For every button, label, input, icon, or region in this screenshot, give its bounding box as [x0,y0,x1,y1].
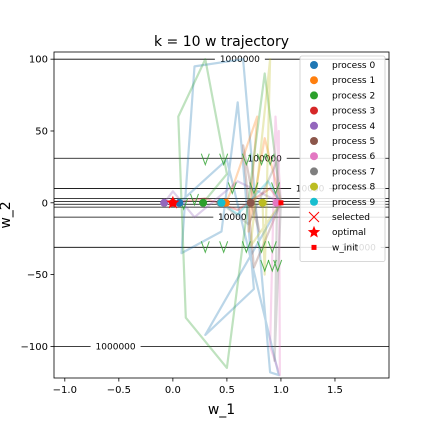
legend-label-6: process 6 [332,152,375,162]
trajectory-line-process-2 [177,58,282,369]
legend-marker-3 [310,106,318,115]
x-tick-label-0: −1.0 [53,385,77,396]
selected-marker-11 [249,182,259,195]
y-axis-title: w_2 [0,201,14,228]
x-tick-label-3: 0.5 [219,385,235,396]
legend-label-1: process 1 [332,76,375,86]
legend-label-5: process 5 [332,137,375,147]
legend-label-7: process 7 [332,167,375,177]
y-tick-label-1: −50 [27,270,48,281]
legend-marker-7 [310,167,318,176]
legend-label-3: process 3 [332,107,375,117]
legend: process 0 process 1 process 2 process 3 proc… [299,55,386,263]
start-point-process-4 [160,198,169,207]
selected-marker-8 [257,241,266,254]
legend-marker-1 [310,76,318,85]
legend-box [299,55,386,263]
x-axis: −1.0 −0.5 0.0 0.5 1.0 1.5 [53,378,343,396]
legend-label-10: selected [332,213,370,223]
selected-marker-0 [200,153,210,167]
selected-marker-6 [219,241,229,254]
start-point-process-5 [246,198,255,207]
contour-label-1: 100000 [248,154,283,164]
legend-marker-6 [310,152,318,161]
legend-marker-5 [310,137,318,145]
start-point-process-8 [258,198,267,207]
selected-marker-10 [271,182,281,195]
selected-marker-12 [227,182,237,195]
legend-marker-11 [307,225,321,238]
legend-marker-12 [311,244,317,250]
y-tick-label-3: 50 [35,126,48,137]
optimal-marker [166,195,180,209]
contour-label-7: 10000 [218,213,247,223]
legend-marker-8 [310,182,318,191]
w-init-marker [278,200,284,206]
legend-label-12: w_init [332,243,359,253]
legend-marker-10 [308,211,320,223]
legend-label-11: optimal [332,228,366,238]
y-tick-label-4: 100 [29,55,48,66]
selected-marker-9 [267,241,277,254]
selected-marker-1 [219,153,229,167]
trajectory-line-process-7 [219,158,282,362]
selected-marker-2 [241,153,251,167]
trajectory-line-process-3 [172,187,282,212]
legend-label-4: process 4 [332,122,375,132]
start-point-process-2 [199,198,208,207]
x-tick-label-1: −0.5 [107,385,131,396]
trajectory-line-process-0 [178,58,282,377]
chart-title: k = 10 w trajectory [154,34,289,50]
legend-marker-4 [310,121,318,130]
x-axis-title: w_1 [208,402,235,418]
contour-label-0: 1000000 [220,55,260,65]
contour-label-9: 1000000 [96,342,136,352]
x-tick-label-4: 1.0 [273,385,289,396]
selected-marker-15 [273,259,283,273]
trajectory-line-process-8 [249,58,282,276]
selected-marker-13 [260,259,270,273]
legend-marker-9 [310,197,318,206]
trajectory-line-process-9 [220,180,282,216]
y-tick-label-2: 0 [42,198,48,209]
y-axis: −100 −50 0 50 100 [21,55,54,353]
selected-marker-3 [257,153,266,167]
selected-marker-5 [200,241,210,254]
selected-marker-16 [190,193,199,207]
legend-marker-2 [310,91,318,100]
legend-label-8: process 8 [332,183,375,193]
selected-marker-4 [265,153,275,167]
y-tick-label-0: −100 [21,342,48,353]
selected-marker-7 [241,241,251,254]
x-tick-label-2: 0.0 [165,385,181,396]
trajectory-line-process-6 [269,115,282,377]
start-point-process-9 [217,198,226,207]
plot-frame [53,51,390,379]
legend-label-2: process 2 [332,91,375,101]
x-tick-label-5: 1.5 [327,385,343,396]
legend-marker-0 [310,61,318,69]
legend-label-0: process 0 [332,61,375,71]
legend-label-9: process 9 [332,198,375,208]
trajectory-line-process-5 [242,144,282,269]
